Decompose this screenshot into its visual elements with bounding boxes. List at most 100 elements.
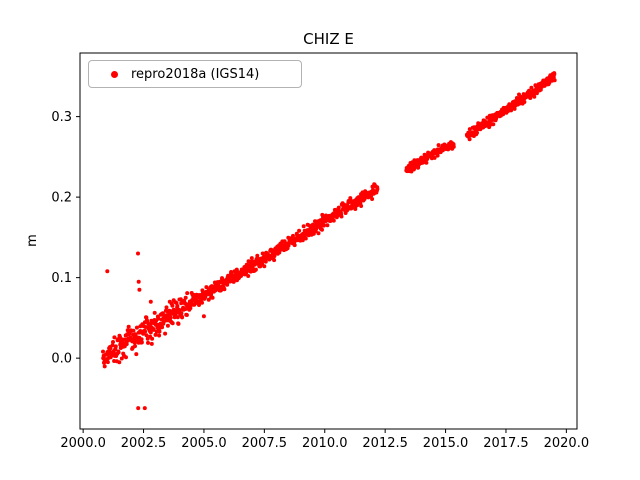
x-tick-label: 2015.0	[423, 436, 469, 451]
data-point	[126, 324, 131, 329]
chart-title: CHIZ E	[303, 30, 354, 48]
y-tick-label: 0.3	[51, 110, 72, 125]
data-point	[292, 243, 297, 248]
data-point	[320, 227, 324, 232]
x-tick-label: 2012.5	[362, 436, 408, 451]
data-point	[362, 197, 367, 201]
data-point	[125, 328, 130, 333]
data-point	[522, 100, 527, 104]
data-point	[151, 327, 156, 332]
x-tick-label: 2002.5	[121, 436, 167, 451]
data-point	[239, 274, 243, 278]
outlier-point	[137, 287, 142, 292]
data-point	[262, 264, 267, 269]
data-point	[249, 256, 254, 261]
x-tick-label: 2000.0	[60, 436, 106, 451]
data-point	[132, 340, 137, 345]
data-point	[301, 224, 306, 229]
data-point	[124, 342, 129, 347]
data-point	[111, 340, 115, 344]
data-point	[370, 197, 375, 201]
y-tick-label: 0.1	[51, 271, 72, 286]
data-point	[155, 322, 160, 327]
data-point	[432, 155, 437, 160]
data-point	[116, 350, 121, 355]
y-tick-label: 0.2	[51, 191, 72, 206]
data-point	[139, 337, 144, 342]
data-point	[157, 333, 162, 338]
data-point	[105, 360, 110, 365]
data-point	[150, 336, 155, 341]
x-tick-label: 2010.0	[302, 436, 348, 451]
outlier-point	[136, 251, 140, 256]
data-point	[353, 207, 358, 211]
data-point	[467, 137, 472, 142]
y-tick-label: 0.0	[51, 352, 72, 367]
data-point	[139, 340, 144, 345]
data-point	[183, 307, 188, 311]
data-point	[197, 303, 201, 307]
data-point	[167, 308, 172, 313]
data-point	[436, 143, 441, 148]
outlier-point	[171, 298, 176, 303]
data-point	[316, 231, 321, 236]
data-point	[272, 258, 277, 263]
data-point	[552, 72, 557, 77]
data-point	[325, 223, 330, 228]
legend-label: repro2018a (IGS14)	[131, 66, 260, 82]
data-point	[424, 160, 429, 165]
outlier-point	[487, 125, 492, 130]
data-point	[210, 295, 215, 300]
data-point	[491, 122, 496, 127]
data-point	[163, 331, 168, 336]
data-point	[146, 340, 150, 345]
data-point	[179, 311, 184, 316]
data-point	[152, 310, 157, 315]
data-point	[348, 196, 353, 201]
outlier-point	[164, 305, 169, 310]
data-point	[321, 223, 326, 228]
data-point	[143, 329, 148, 334]
data-point	[355, 203, 360, 208]
x-tick-label: 2005.0	[181, 436, 227, 451]
data-point	[143, 325, 148, 329]
data-point	[532, 94, 537, 99]
outlier-point	[134, 352, 139, 357]
outlier-point	[201, 314, 206, 319]
data-point	[412, 166, 417, 171]
outlier-point	[148, 299, 153, 304]
data-point	[157, 329, 162, 334]
data-point	[156, 316, 161, 321]
data-point	[165, 323, 170, 328]
legend: repro2018a (IGS14)	[88, 60, 302, 88]
x-tick-label: 2020.0	[544, 436, 590, 451]
data-point	[102, 364, 107, 369]
data-point	[303, 236, 308, 241]
outlier-point	[105, 269, 110, 274]
data-point	[331, 218, 336, 223]
data-point	[119, 356, 124, 361]
data-point	[200, 300, 204, 305]
data-point	[113, 344, 118, 349]
data-point	[170, 303, 175, 308]
data-point	[375, 187, 380, 191]
data-point	[435, 153, 440, 158]
data-point	[475, 130, 479, 135]
data-point	[175, 315, 180, 320]
data-point	[184, 313, 189, 317]
data-points	[101, 71, 557, 411]
data-point	[246, 274, 251, 278]
data-point	[168, 315, 173, 320]
data-point	[153, 332, 158, 337]
data-point	[336, 205, 341, 210]
data-point	[188, 306, 193, 311]
data-point	[528, 96, 533, 100]
data-point	[110, 343, 115, 348]
data-point	[551, 75, 556, 80]
data-point	[529, 85, 534, 90]
data-point	[134, 325, 139, 330]
data-point	[291, 233, 295, 238]
data-point	[149, 341, 154, 346]
data-point	[297, 228, 302, 233]
